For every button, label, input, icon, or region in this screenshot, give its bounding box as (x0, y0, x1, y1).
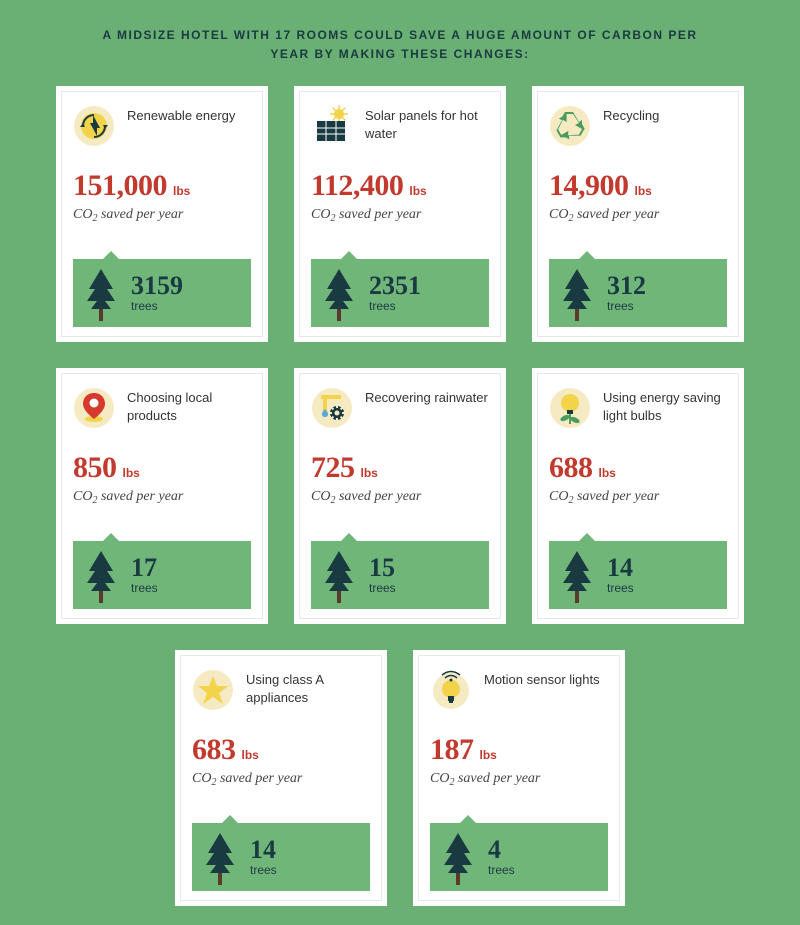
tree-count: 14 (250, 837, 277, 863)
unit-label: lbs (361, 466, 378, 480)
tree-icon (192, 823, 248, 891)
tree-label: trees (250, 863, 277, 877)
stat-card: Solar panels for hot water 112,400 lbs C… (294, 86, 506, 342)
tree-count: 312 (607, 273, 646, 299)
card-title: Renewable energy (127, 105, 235, 125)
tree-icon (430, 823, 486, 891)
tree-box: 14 trees (549, 541, 727, 609)
co2-amount: 14,900 (549, 169, 629, 203)
unit-label: lbs (480, 748, 497, 762)
tree-label: trees (131, 299, 183, 313)
lightning-icon (73, 105, 115, 147)
unit-label: lbs (599, 466, 616, 480)
tree-icon (311, 541, 367, 609)
card-title: Choosing local products (127, 387, 251, 424)
tree-label: trees (369, 299, 421, 313)
co2-amount: 151,000 (73, 169, 167, 203)
card-grid: Renewable energy 151,000 lbs CO2 saved p… (0, 86, 800, 906)
saved-label: CO2 saved per year (311, 207, 489, 223)
stat-card: Choosing local products 850 lbs CO2 save… (56, 368, 268, 624)
tree-icon (73, 259, 129, 327)
tree-box: 14 trees (192, 823, 370, 891)
saved-label: CO2 saved per year (430, 771, 608, 787)
card-title: Using energy saving light bulbs (603, 387, 727, 424)
card-title: Solar panels for hot water (365, 105, 489, 142)
motionbulb-icon (430, 669, 472, 711)
rainwater-icon (311, 387, 353, 429)
tree-label: trees (369, 581, 396, 595)
stat-card: Motion sensor lights 187 lbs CO2 saved p… (413, 650, 625, 906)
card-title: Using class A appliances (246, 669, 370, 706)
tree-count: 17 (131, 555, 158, 581)
tree-count: 2351 (369, 273, 421, 299)
tree-count: 14 (607, 555, 634, 581)
tree-count: 3159 (131, 273, 183, 299)
stat-card: Using energy saving light bulbs 688 lbs … (532, 368, 744, 624)
card-title: Motion sensor lights (484, 669, 600, 689)
saved-label: CO2 saved per year (549, 207, 727, 223)
stat-card: Recycling 14,900 lbs CO2 saved per year … (532, 86, 744, 342)
tree-icon (549, 541, 605, 609)
co2-amount: 683 (192, 733, 236, 767)
tree-label: trees (488, 863, 515, 877)
co2-amount: 187 (430, 733, 474, 767)
unit-label: lbs (409, 184, 426, 198)
tree-icon (73, 541, 129, 609)
tree-box: 3159 trees (73, 259, 251, 327)
saved-label: CO2 saved per year (73, 489, 251, 505)
card-title: Recovering rainwater (365, 387, 488, 407)
unit-label: lbs (635, 184, 652, 198)
solar-icon (311, 105, 353, 147)
co2-amount: 850 (73, 451, 117, 485)
tree-label: trees (607, 581, 634, 595)
co2-amount: 725 (311, 451, 355, 485)
pin-icon (73, 387, 115, 429)
unit-label: lbs (242, 748, 259, 762)
tree-box: 2351 trees (311, 259, 489, 327)
stat-card: Using class A appliances 683 lbs CO2 sav… (175, 650, 387, 906)
tree-box: 17 trees (73, 541, 251, 609)
tree-count: 4 (488, 837, 515, 863)
saved-label: CO2 saved per year (192, 771, 370, 787)
tree-icon (311, 259, 367, 327)
tree-box: 4 trees (430, 823, 608, 891)
recycle-icon (549, 105, 591, 147)
co2-amount: 688 (549, 451, 593, 485)
tree-label: trees (607, 299, 646, 313)
page-title: A MIDSIZE HOTEL WITH 17 ROOMS COULD SAVE… (0, 0, 800, 86)
tree-label: trees (131, 581, 158, 595)
bulbplant-icon (549, 387, 591, 429)
tree-box: 15 trees (311, 541, 489, 609)
saved-label: CO2 saved per year (549, 489, 727, 505)
unit-label: lbs (123, 466, 140, 480)
unit-label: lbs (173, 184, 190, 198)
stat-card: Renewable energy 151,000 lbs CO2 saved p… (56, 86, 268, 342)
card-title: Recycling (603, 105, 659, 125)
co2-amount: 112,400 (311, 169, 403, 203)
star-icon (192, 669, 234, 711)
stat-card: Recovering rainwater 725 lbs CO2 saved p… (294, 368, 506, 624)
saved-label: CO2 saved per year (73, 207, 251, 223)
tree-icon (549, 259, 605, 327)
saved-label: CO2 saved per year (311, 489, 489, 505)
tree-count: 15 (369, 555, 396, 581)
tree-box: 312 trees (549, 259, 727, 327)
